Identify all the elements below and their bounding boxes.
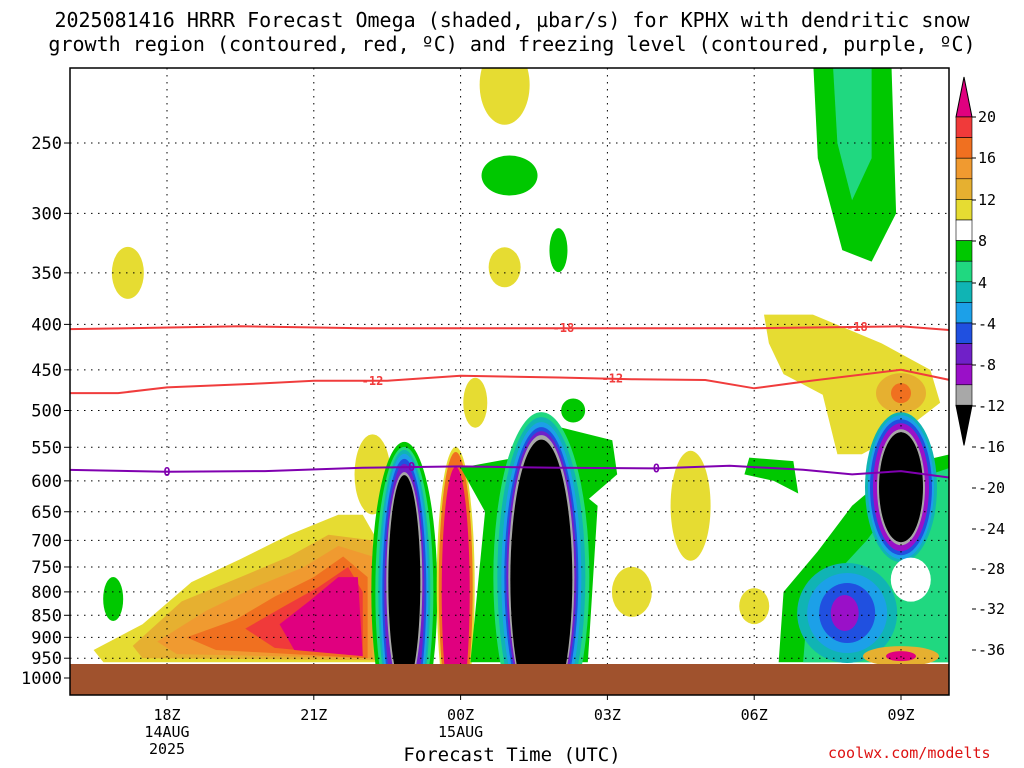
omega-cell-negative	[103, 577, 124, 622]
colorbar-bin	[955, 281, 973, 303]
y-tick-label-450: 450	[31, 361, 62, 381]
colorbar-label: -8	[978, 356, 996, 374]
plot-frame	[69, 67, 950, 696]
x-tick-label-09Z: 09Z	[887, 706, 914, 724]
colorbar-bin	[955, 343, 973, 365]
colorbar-bin	[955, 137, 973, 159]
omega-core-negative	[510, 439, 573, 695]
omega-cell-positive	[611, 566, 652, 617]
colorbar-bin	[955, 363, 973, 386]
contour-label: 0	[408, 460, 415, 474]
y-tick-label-300: 300	[31, 204, 62, 224]
colorbar-label: 12	[978, 191, 996, 209]
x-tick-label-03Z: 03Z	[594, 706, 621, 724]
chart-title-line2: growth region (contoured, red, ºC) and f…	[48, 32, 976, 56]
x-tick-year: 2025	[149, 740, 185, 758]
x-tick-label-21Z: 21Z	[300, 706, 327, 724]
omega-cell-positive	[479, 68, 530, 125]
omega-core-negative	[879, 432, 923, 543]
colorbar-label: -24	[978, 520, 1005, 538]
contour-label: -12	[601, 372, 623, 386]
omega-region-negative	[744, 457, 799, 494]
omega-cell-positive	[670, 450, 711, 561]
contour-line	[70, 325, 949, 332]
contour-line	[70, 368, 949, 395]
colorbar-bin	[955, 157, 973, 180]
x-tick-label-06Z: 06Z	[741, 706, 768, 724]
x-axis-title: Forecast Time (UTC)	[403, 744, 621, 766]
colorbar-label: -4	[978, 315, 996, 333]
omega-updraft	[441, 466, 470, 695]
y-tick-label-650: 650	[31, 503, 62, 523]
y-tick-label-400: 400	[31, 315, 62, 335]
colorbar-bin	[955, 178, 973, 200]
colorbar-label: 8	[978, 232, 987, 250]
colorbar: 20 16 12 8 4 -4 -8 -12 -16 -20 -24 -28 -32 -36	[955, 76, 1005, 659]
x-tick-label-00Z: 00Z	[447, 706, 474, 724]
omega-core-negative	[388, 475, 421, 690]
x-tick-label-18Z: 18Z	[153, 706, 180, 724]
omega-cell-positive	[891, 383, 911, 404]
contour-line	[70, 464, 949, 479]
omega-cell-positive	[739, 588, 770, 625]
colorbar-label: -12	[978, 397, 1005, 415]
y-tick-label-1000: 1000	[21, 669, 62, 689]
ground-surface	[70, 664, 949, 695]
y-tick-label-750: 750	[31, 558, 62, 578]
chart-title-line1: 2025081416 HRRR Forecast Omega (shaded, …	[54, 8, 970, 32]
y-tick-label-800: 800	[31, 583, 62, 603]
colorbar-label: 16	[978, 149, 996, 167]
colorbar-cap-bottom	[955, 404, 973, 446]
omega-cell-positive	[111, 246, 144, 299]
contour-label: -18	[846, 320, 868, 334]
colorbar-label: 4	[978, 274, 987, 292]
colorbar-label: -20	[978, 479, 1005, 497]
temperature-contours	[70, 325, 949, 479]
contour-label: 0	[163, 465, 170, 479]
omega-cell-neutral	[890, 557, 931, 602]
omega-cell-positive	[463, 377, 488, 428]
colorbar-bin	[955, 240, 973, 262]
omega-core-negative	[830, 595, 859, 632]
y-tick-label-550: 550	[31, 438, 62, 458]
y-tick-label-350: 350	[31, 264, 62, 284]
colorbar-cap-top	[955, 76, 973, 118]
colorbar-bin	[955, 302, 973, 324]
omega-updraft	[279, 577, 363, 657]
y-tick-label-700: 700	[31, 531, 62, 551]
contour-label: -18	[553, 321, 575, 335]
colorbar-bin	[955, 219, 973, 241]
omega-cell-positive	[488, 247, 521, 288]
y-tick-label-250: 250	[31, 134, 62, 154]
colorbar-label: 20	[978, 108, 996, 126]
x-tick-date: 14AUG	[144, 723, 189, 741]
x-tick-date: 15AUG	[438, 723, 483, 741]
colorbar-bin	[955, 322, 973, 344]
colorbar-label: -36	[978, 641, 1005, 659]
colorbar-bin	[955, 116, 973, 138]
omega-cell-negative	[481, 155, 538, 196]
y-axis: 2503003504004505005506006507007508008509…	[21, 134, 70, 689]
y-tick-label-850: 850	[31, 606, 62, 626]
colorbar-label: -32	[978, 600, 1005, 618]
contour-label: -12	[362, 374, 384, 388]
colorbar-bin	[955, 260, 973, 283]
contour-labels: -18 -18 -12 -12 0 0 0	[163, 320, 868, 479]
y-tick-label-500: 500	[31, 402, 62, 422]
colorbar-label: -16	[978, 438, 1005, 456]
colorbar-label: -28	[978, 560, 1005, 578]
omega-cell-negative	[549, 228, 568, 273]
contour-label: 0	[653, 461, 660, 475]
y-tick-label-600: 600	[31, 472, 62, 492]
omega-shading	[93, 68, 949, 695]
y-tick-label-900: 900	[31, 628, 62, 648]
omega-cell-negative	[561, 398, 586, 423]
colorbar-bin	[955, 384, 973, 406]
y-tick-label-950: 950	[31, 649, 62, 669]
colorbar-bin	[955, 199, 973, 221]
credit-link[interactable]: coolwx.com/modelts	[828, 744, 991, 762]
omega-plume-negative	[833, 68, 872, 201]
